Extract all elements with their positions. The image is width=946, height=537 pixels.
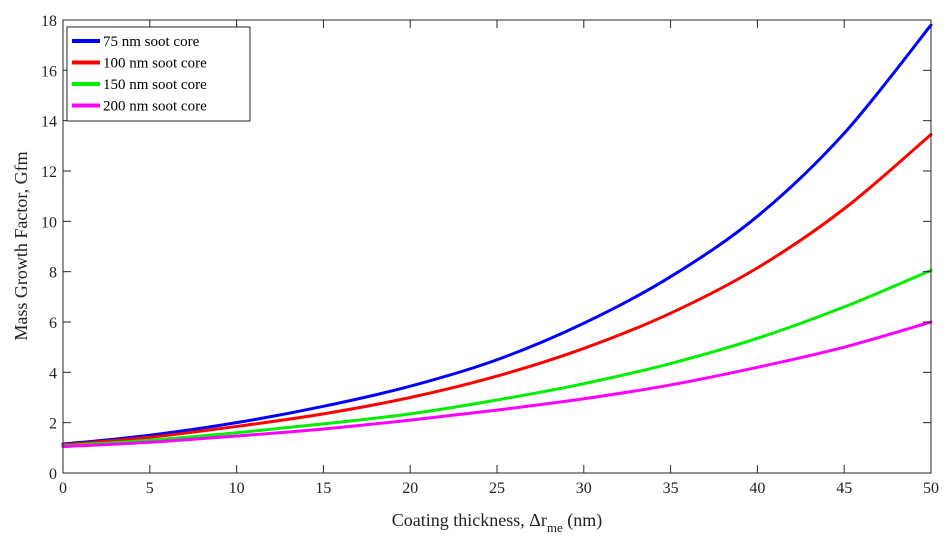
series-line-3 (61, 268, 933, 448)
x-tick-label: 20 (402, 480, 418, 497)
x-tick-label: 10 (229, 480, 245, 497)
x-tick-label: 15 (315, 480, 331, 497)
series-line-4 (61, 320, 933, 449)
x-axis-title: Coating thickness, Δrme (nm) (392, 510, 602, 535)
y-tick-label: 0 (49, 466, 57, 483)
x-tick-label: 45 (836, 480, 852, 497)
plot-frame (62, 19, 932, 474)
legend: 75 nm soot core 100 nm soot core 150 nm so… (66, 26, 251, 122)
y-tick-label: 12 (41, 164, 57, 181)
x-tick-label: 0 (59, 480, 67, 497)
legend-entry: 100 nm soot core (103, 56, 207, 72)
legend-entry: 200 nm soot core (103, 99, 207, 115)
legend-entry: 150 nm soot core (103, 77, 207, 93)
x-tick-label: 35 (663, 480, 679, 497)
y-tick-label: 8 (49, 265, 57, 282)
y-tick-label: 2 (49, 416, 57, 433)
x-tick-label: 5 (146, 480, 154, 497)
y-tick-label: 4 (49, 365, 57, 382)
y-tick-label: 10 (41, 214, 57, 231)
y-tick-label: 6 (49, 315, 57, 332)
x-tick-label: 40 (749, 480, 765, 497)
x-tick-label: 25 (489, 480, 505, 497)
series-line-1 (61, 23, 933, 446)
x-tick-label: 30 (576, 480, 592, 497)
y-axis-title: Mass Growth Factor, Gfm (11, 151, 31, 340)
legend-entry: 75 nm soot core (103, 34, 200, 50)
y-tick-label: 18 (41, 13, 57, 30)
y-tick-label: 16 (41, 63, 57, 80)
series-line-2 (61, 133, 933, 447)
ticks-layer: 0 5 10 15 20 25 30 35 40 45 50 0 2 4 6 8 10 12 14 16 18 (41, 13, 939, 497)
x-tick-label: 50 (923, 480, 939, 497)
series-layer (61, 23, 933, 449)
y-tick-label: 14 (41, 114, 57, 131)
